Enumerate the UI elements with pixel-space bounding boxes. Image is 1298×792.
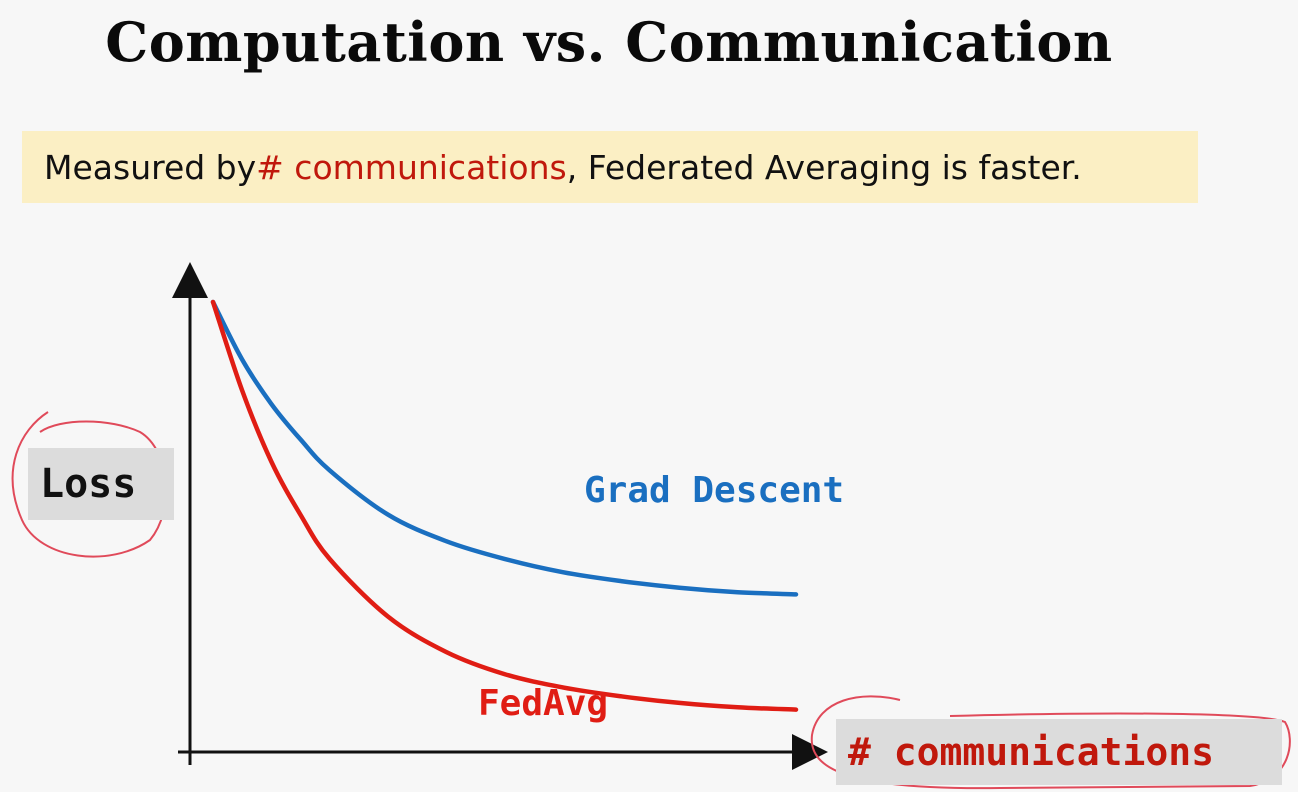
annotation-circle-communications bbox=[810, 695, 1291, 790]
slide-title: Computation vs. Communication bbox=[105, 10, 1113, 74]
x-axis-label: # communications bbox=[836, 719, 1282, 785]
series-label-fedavg: FedAvg bbox=[478, 683, 608, 724]
callout-prefix: Measured by bbox=[44, 147, 257, 187]
callout-box: Measured by # communications, Federated … bbox=[22, 131, 1198, 203]
y-axis-label: Loss bbox=[28, 448, 174, 520]
series-line-grad-descent bbox=[210, 299, 799, 597]
series-line-fedavg bbox=[210, 299, 799, 712]
callout-suffix: , Federated Averaging is faster. bbox=[566, 147, 1082, 187]
series-label-grad-descent: Grad Descent bbox=[584, 470, 844, 511]
annotation-circle-loss bbox=[11, 411, 167, 558]
callout-highlight: # communications bbox=[256, 147, 567, 187]
